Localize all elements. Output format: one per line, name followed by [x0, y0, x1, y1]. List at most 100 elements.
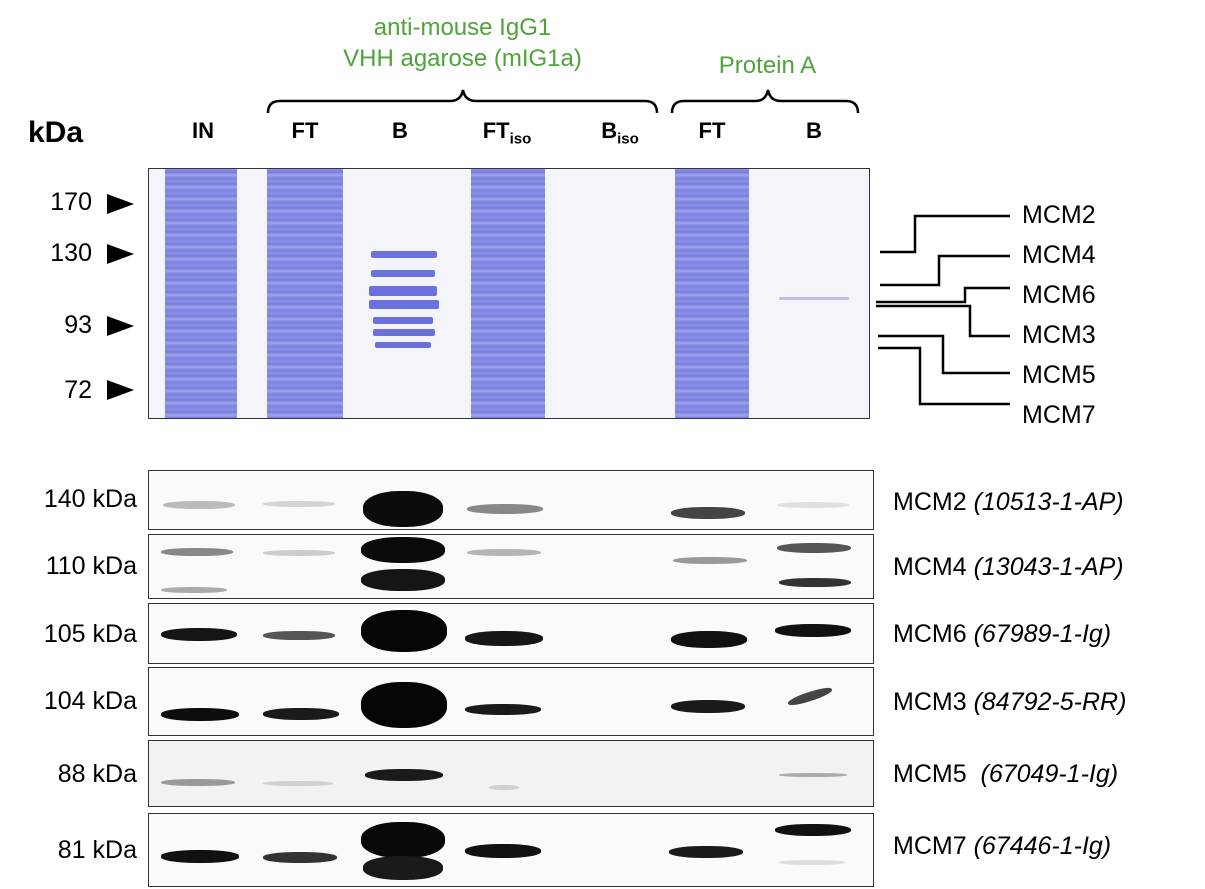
callout-mcm3: [876, 304, 1010, 338]
lane-label-ft: FT: [291, 118, 319, 143]
band-mcm6-ft-protein-a: [671, 631, 747, 648]
callout-mcm7: [878, 346, 1010, 406]
band-mcm5-in: [161, 779, 235, 786]
lane-label-biso-main: B: [601, 118, 618, 143]
group-braces: [266, 89, 860, 114]
gel-lane-ftiso: [471, 169, 545, 418]
blot-antibody-id-mcm4: (13043-1-AP): [973, 553, 1124, 581]
gel-lane-ft: [267, 169, 343, 418]
blot-antibody-id-mcm2: (10513-1-AP): [973, 488, 1124, 516]
blot-antibody-mcm3: MCM3 (84792-5-RR): [893, 688, 1126, 717]
band-mcm7-b-protein-a: [775, 824, 851, 836]
marker-arrow-72: [107, 380, 134, 400]
blot-protein-mcm2: MCM2: [893, 488, 967, 516]
gel-callout-lines: [876, 214, 1010, 406]
blot-mcm7: [148, 813, 874, 887]
band-mcm2-b: [363, 491, 443, 527]
group-label-vhh-line1: anti-mouse IgG1: [373, 14, 552, 41]
blot-protein-mcm6: MCM6: [893, 620, 967, 648]
blot-antibody-mcm4: MCM4 (13043-1-AP): [893, 553, 1124, 582]
band-mcm7-ft: [263, 852, 337, 863]
marker-130: 130: [50, 239, 92, 267]
band-mcm4-b-protein-a-upper: [777, 543, 851, 553]
marker-arrow-170: [107, 194, 134, 214]
marker-arrow-130: [107, 244, 134, 264]
band-mcm4-ft: [263, 550, 335, 556]
band-mcm7-ftiso: [465, 844, 541, 858]
gel-label-mcm5: MCM5: [1022, 361, 1096, 389]
blot-protein-mcm7: MCM7: [893, 832, 967, 860]
gel-lane-in: [165, 169, 237, 418]
band-mcm4-in-lower: [161, 587, 227, 593]
blot-antibody-id-mcm6: (67989-1-Ig): [973, 620, 1112, 648]
gel-label-mcm3: MCM3: [1022, 321, 1096, 349]
marker-72: 72: [64, 376, 92, 404]
gel-band-b-5: [373, 317, 433, 324]
lane-label-b: B: [392, 118, 408, 143]
band-mcm4-b-lower: [361, 569, 445, 591]
blot-kda-mcm6: 105 kDa: [43, 620, 137, 648]
band-mcm7-b-lower: [363, 856, 443, 880]
blot-antibody-id-mcm7: (67446-1-Ig): [973, 832, 1112, 860]
band-mcm4-ft-protein-a: [673, 557, 747, 564]
band-mcm7-in: [161, 850, 239, 863]
band-mcm2-ft-protein-a: [671, 507, 745, 519]
blot-kda-mcm2: 140 kDa: [43, 485, 137, 513]
lane-label-ftiso-sub: iso: [509, 130, 532, 148]
blot-antibody-mcm5: MCM5 (67049-1-Ig): [893, 760, 1118, 789]
blot-antibody-mcm2: MCM2 (10513-1-AP): [893, 488, 1124, 517]
band-mcm5-b-protein-a: [779, 773, 847, 777]
blot-protein-mcm3: MCM3: [893, 688, 967, 716]
blot-protein-mcm5: MCM5: [893, 760, 967, 788]
callout-mcm2: [880, 214, 1010, 254]
band-mcm4-ftiso: [467, 549, 541, 556]
lane-label-biso-sub: iso: [617, 130, 639, 148]
band-mcm4-b-upper: [361, 537, 445, 563]
lane-label-ft-protein-a: FT: [698, 118, 726, 143]
band-mcm4-in-upper: [161, 548, 233, 556]
band-mcm2-ft: [263, 501, 335, 507]
blot-antibody-mcm6: MCM6 (67989-1-Ig): [893, 620, 1111, 649]
blot-mcm3: [148, 667, 874, 736]
callout-mcm4: [880, 254, 1010, 287]
gel-band-b-3: [369, 286, 437, 296]
blot-kda-mcm3: 104 kDa: [43, 687, 137, 715]
blot-kda-mcm7: 81 kDa: [57, 836, 137, 864]
gel-label-mcm6: MCM6: [1022, 281, 1096, 309]
blot-mcm2: [148, 470, 874, 530]
lane-label-ftiso: FTiso: [447, 118, 567, 147]
lane-label-in: IN: [192, 118, 214, 143]
blot-antibody-id-mcm3: (84792-5-RR): [973, 688, 1127, 716]
lane-label-ftiso-main: FT: [482, 118, 510, 143]
band-mcm4-b-protein-a-lower: [779, 578, 851, 587]
band-mcm5-ft: [263, 781, 333, 786]
band-mcm3-in: [161, 708, 239, 721]
gel-lane-ft-protein-a: [675, 169, 749, 418]
marker-93: 93: [64, 311, 92, 339]
band-mcm7-b-upper: [361, 822, 445, 858]
band-mcm2-b-protein-a: [777, 502, 849, 508]
gel-band-b-protein-a: [779, 297, 849, 300]
blot-protein-mcm4: MCM4: [893, 553, 967, 581]
kda-title: kDa: [28, 116, 84, 149]
gel-band-b-4: [369, 300, 439, 309]
band-mcm3-ftiso: [465, 704, 541, 715]
marker-170: 170: [50, 188, 92, 216]
gel-band-b-2: [371, 270, 435, 277]
gel-label-mcm7: MCM7: [1022, 401, 1096, 429]
band-mcm3-ft: [263, 708, 339, 720]
band-mcm6-ft: [263, 631, 335, 640]
blot-kda-mcm4: 110 kDa: [45, 552, 137, 580]
band-mcm3-ft-protein-a: [671, 700, 745, 713]
gel-band-b-7: [375, 342, 431, 348]
blot-antibody-id-mcm5: (67049-1-Ig): [980, 760, 1119, 788]
group-label-vhh: anti-mouse IgG1 VHH agarose (mIG1a): [280, 12, 645, 74]
callout-mcm6: [876, 286, 1010, 304]
gel-label-mcm4: MCM4: [1022, 241, 1096, 269]
callout-mcm5: [878, 334, 1010, 375]
band-mcm6-in: [161, 628, 237, 641]
gel-band-b-6: [373, 329, 435, 336]
blot-mcm5: [148, 740, 874, 807]
band-mcm3-b-protein-a: [786, 685, 834, 708]
lane-label-b-protein-a: B: [806, 118, 822, 143]
